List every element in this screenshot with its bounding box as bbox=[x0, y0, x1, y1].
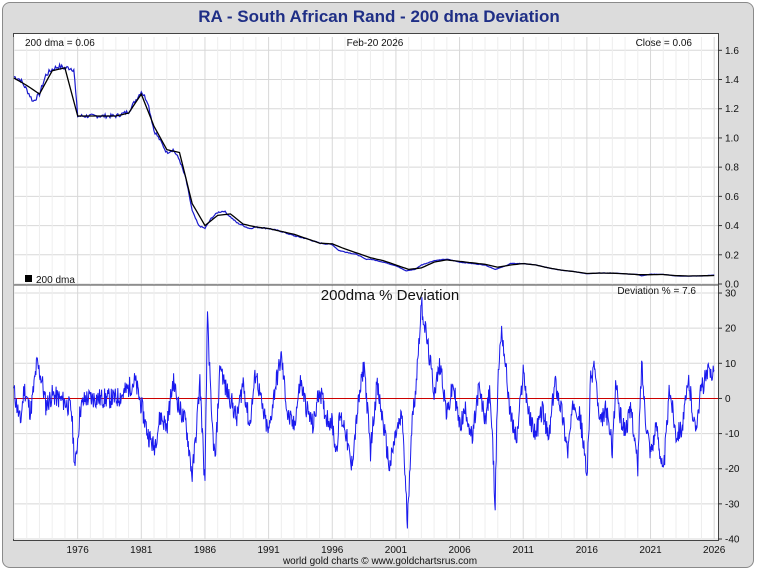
price-tick-label: 1.6 bbox=[725, 46, 739, 57]
deviation-header-right: Deviation % = 7.6 bbox=[617, 286, 696, 297]
chart-title: RA - South African Rand - 200 dma Deviat… bbox=[198, 7, 560, 26]
deviation-title: 200dma % Deviation bbox=[321, 287, 459, 304]
deviation-tick-label: -20 bbox=[725, 464, 740, 475]
price-tick-label: 0.8 bbox=[725, 163, 739, 174]
price-tick-label: 0.4 bbox=[725, 221, 739, 232]
deviation-tick-label: 0 bbox=[725, 394, 731, 405]
deviation-tick-label: -10 bbox=[725, 429, 740, 440]
x-ticks: 1976 1981 1986 1991 1996 2001 2006 2011 2016 2021… bbox=[67, 545, 726, 556]
price-tick-label: 0.2 bbox=[725, 250, 739, 261]
legend-swatch bbox=[25, 275, 32, 282]
price-tick-label: 0.0 bbox=[725, 280, 739, 291]
deviation-tick-label: 10 bbox=[725, 359, 737, 370]
x-tick-label: 1991 bbox=[257, 545, 280, 556]
price-tick-label: 1.4 bbox=[725, 75, 739, 86]
price-y-ticks: 1.6 1.4 1.2 1.0 0.8 0.6 0.4 0.2 0.0 bbox=[718, 46, 739, 291]
price-tick-label: 0.6 bbox=[725, 192, 739, 203]
x-tick-label: 2016 bbox=[576, 545, 599, 556]
x-tick-label: 2001 bbox=[385, 545, 408, 556]
series-200dma bbox=[13, 67, 715, 277]
price-tick-label: 1.2 bbox=[725, 104, 739, 115]
plot-area bbox=[13, 33, 719, 541]
x-tick-label: 1996 bbox=[321, 545, 344, 556]
footer-credit: world gold charts © www.goldchartsrus.co… bbox=[282, 556, 478, 567]
legend-label: 200 dma bbox=[36, 275, 75, 286]
series-close bbox=[13, 62, 715, 277]
top-header-center: Feb-20 2026 bbox=[347, 38, 404, 49]
x-tick-label: 1976 bbox=[67, 545, 90, 556]
deviation-tick-label: 20 bbox=[725, 324, 737, 335]
deviation-tick-label: 30 bbox=[725, 289, 737, 300]
x-tick-label: 2026 bbox=[703, 545, 726, 556]
deviation-tick-label: -40 bbox=[725, 535, 740, 546]
deviation-tick-label: -30 bbox=[725, 499, 740, 510]
x-tick-label: 2011 bbox=[512, 545, 534, 556]
x-tick-label: 2021 bbox=[639, 545, 662, 556]
price-tick-label: 1.0 bbox=[725, 133, 739, 144]
top-header-right: Close = 0.06 bbox=[636, 38, 693, 49]
x-tick-label: 1981 bbox=[130, 545, 153, 556]
x-tick-label: 1986 bbox=[194, 545, 217, 556]
series-deviation bbox=[13, 297, 715, 529]
x-tick-label: 2006 bbox=[448, 545, 471, 556]
deviation-y-ticks: 30 20 10 0 -10 -20 -30 -40 bbox=[718, 289, 740, 546]
top-header-left: 200 dma = 0.06 bbox=[25, 38, 95, 49]
